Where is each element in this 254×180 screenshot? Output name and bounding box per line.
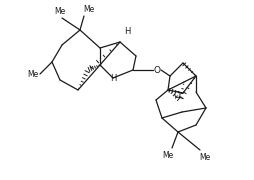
Text: H: H [110,73,116,82]
Text: H: H [124,26,130,35]
Text: Me: Me [27,69,39,78]
Text: Me: Me [162,152,174,161]
Text: Me: Me [54,6,66,15]
Text: O: O [153,66,161,75]
Text: Me: Me [199,154,211,163]
Text: Me: Me [83,4,95,14]
Text: O: O [173,91,181,100]
